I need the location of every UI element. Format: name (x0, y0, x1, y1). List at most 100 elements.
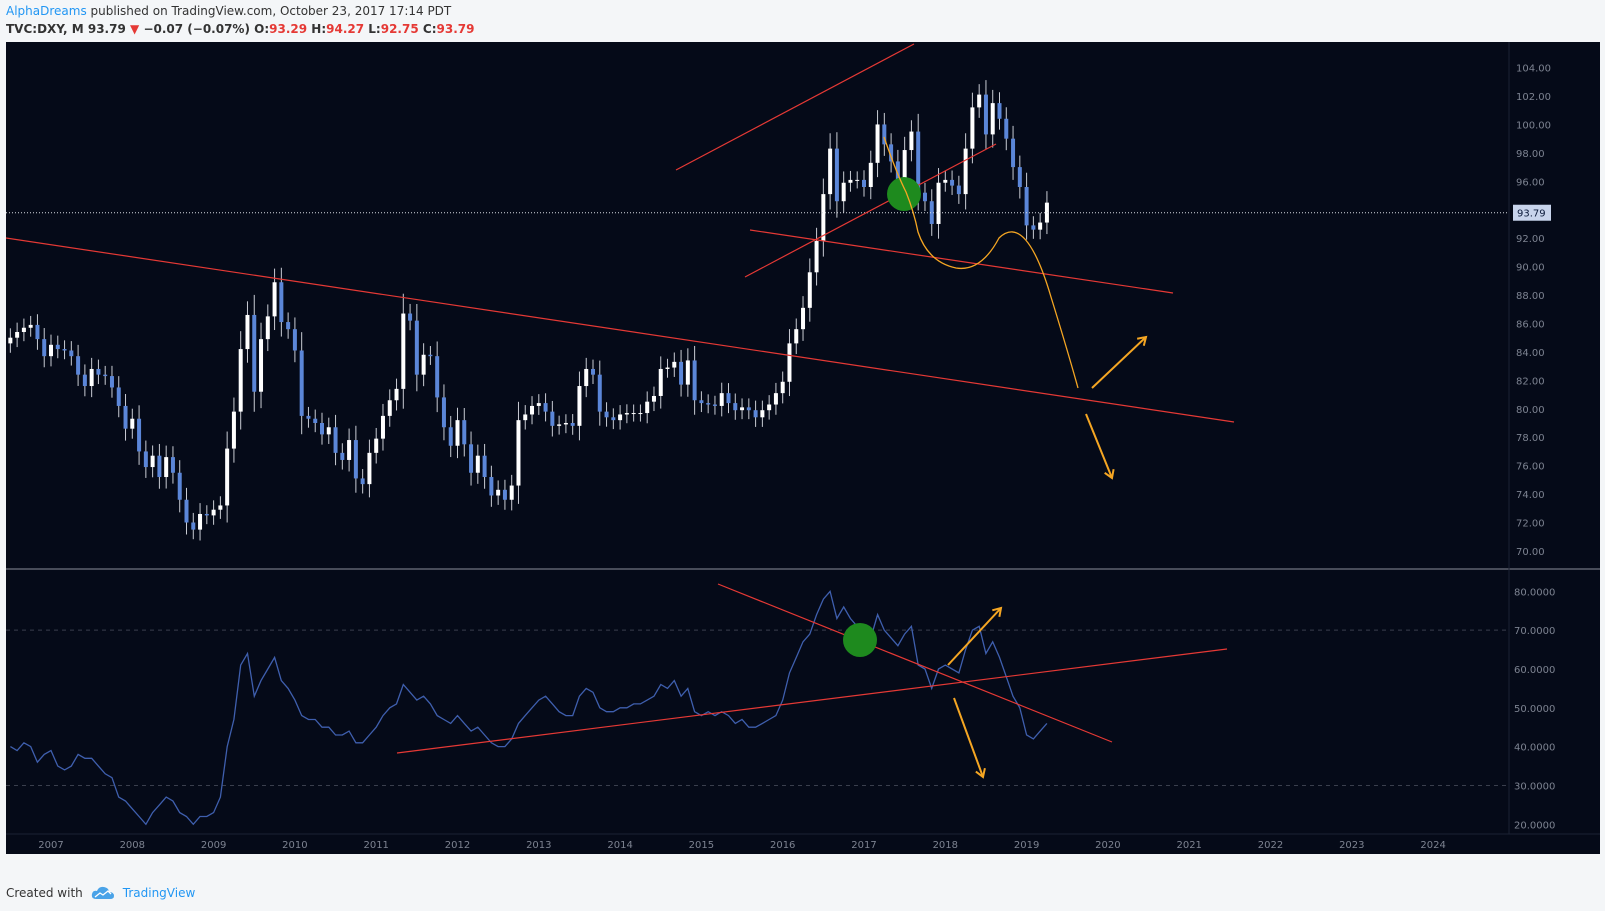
price-tick-label: 86.00 (1516, 319, 1545, 330)
candle-body (353, 440, 358, 479)
candle-body (489, 477, 494, 496)
candle-body (15, 332, 20, 338)
price-tick-label: 90.00 (1516, 263, 1545, 274)
candle-body (550, 411, 555, 426)
candle-body (618, 414, 623, 421)
chart-area[interactable]: 70.00 72.00 74.00 76.00 78.00 80.00 82.00 84.00… (6, 42, 1600, 854)
candle-body (408, 313, 413, 321)
candle-body (191, 522, 196, 530)
chart-canvas[interactable]: 70.00 72.00 74.00 76.00 78.00 80.00 82.00 84.00… (6, 42, 1600, 854)
candle-body (726, 393, 731, 404)
candle-body (922, 192, 927, 202)
candle-body (591, 368, 595, 375)
candle-body (719, 393, 724, 406)
time-tick-label: 2007 (38, 840, 63, 851)
scenario-down-arrow-main-head (1104, 468, 1115, 480)
candle-body (990, 103, 995, 135)
candle-body (536, 403, 541, 406)
open-label: O: (254, 22, 270, 36)
candle-body (157, 455, 162, 478)
candle-body (279, 282, 284, 323)
scenario-down-arrow-main (1085, 413, 1113, 479)
candle-body (374, 438, 379, 453)
author-link[interactable]: AlphaDreams (6, 4, 87, 18)
candle-body (604, 411, 609, 418)
time-tick-label: 2019 (1014, 840, 1039, 851)
candle-body (1004, 118, 1009, 139)
candle-body (902, 150, 907, 182)
price-tick-label: 82.00 (1516, 376, 1545, 387)
scenario-up-arrow-main (1091, 336, 1147, 389)
rsi-tick-label: 40.0000 (1514, 743, 1555, 754)
rsi-tick-label: 80.0000 (1514, 587, 1555, 598)
candle-body (733, 403, 738, 411)
candle-body (977, 94, 982, 108)
candle-body (584, 368, 589, 387)
trendline-rising-lower (744, 143, 997, 278)
candle-body (801, 307, 806, 330)
candle-body (62, 349, 67, 351)
price-tick-label: 76.00 (1516, 462, 1545, 473)
candle-body (814, 241, 819, 273)
candle-body (1044, 202, 1049, 223)
time-tick-label: 2017 (851, 840, 876, 851)
rsi-trendline-falling (717, 583, 1113, 743)
candle-body (272, 282, 277, 317)
low-value: 92.75 (380, 22, 419, 36)
candle-body (21, 327, 26, 333)
candle-body (530, 405, 535, 415)
candle-body (428, 354, 433, 357)
candle-body (238, 349, 243, 412)
candle-body (184, 499, 189, 523)
price-tick-label: 72.00 (1516, 519, 1545, 530)
scenario-down-arrow-rsi (953, 697, 984, 778)
time-tick-label: 2013 (526, 840, 551, 851)
candle-body (475, 455, 480, 473)
rsi-tick-label: 50.0000 (1514, 704, 1555, 715)
candle-body (821, 194, 826, 242)
candle-body (1011, 138, 1016, 168)
candle-body (882, 124, 887, 145)
candle-body (170, 457, 175, 473)
candle-body (699, 400, 704, 404)
candle-body (692, 360, 697, 401)
candle-body (292, 329, 297, 351)
candle-body (394, 388, 399, 401)
candle-body (225, 448, 230, 506)
candle-body (753, 410, 758, 418)
last-price-badge (1513, 204, 1551, 221)
candle-body (828, 148, 833, 195)
scenario-up-arrow-rsi (947, 607, 1002, 666)
candle-body (563, 422, 568, 425)
candle-body (848, 179, 853, 183)
candle-body (401, 313, 406, 389)
candle-body (76, 356, 81, 375)
price-tick-label: 100.00 (1516, 120, 1551, 131)
candle-body (441, 397, 446, 428)
time-tick-label: 2022 (1258, 840, 1283, 851)
candle-body (502, 489, 507, 500)
candle-body (841, 182, 846, 202)
candle-body (299, 350, 304, 416)
candle-body (367, 452, 372, 485)
candle-body (956, 185, 961, 195)
candle-body (8, 337, 13, 344)
candles-group (8, 80, 1049, 541)
time-tick-label: 2010 (282, 840, 307, 851)
forecast-path (883, 136, 1079, 389)
high-value: 94.27 (326, 22, 365, 36)
breakdown-marker-rsi (843, 623, 877, 657)
candle-body (672, 361, 677, 368)
candle-body (387, 400, 392, 416)
candle-body (55, 344, 60, 350)
tradingview-link[interactable]: TradingView (122, 886, 196, 900)
close-label: C: (422, 22, 437, 36)
price-tick-label: 80.00 (1516, 405, 1545, 416)
candle-body (482, 455, 487, 478)
candle-body (862, 179, 866, 188)
time-tick-label: 2024 (1420, 840, 1445, 851)
close-value: 93.79 (436, 22, 475, 36)
trendline-rising-upper (675, 43, 915, 171)
scenario-up-arrow-main-head (1136, 335, 1148, 346)
candle-body (380, 415, 385, 439)
